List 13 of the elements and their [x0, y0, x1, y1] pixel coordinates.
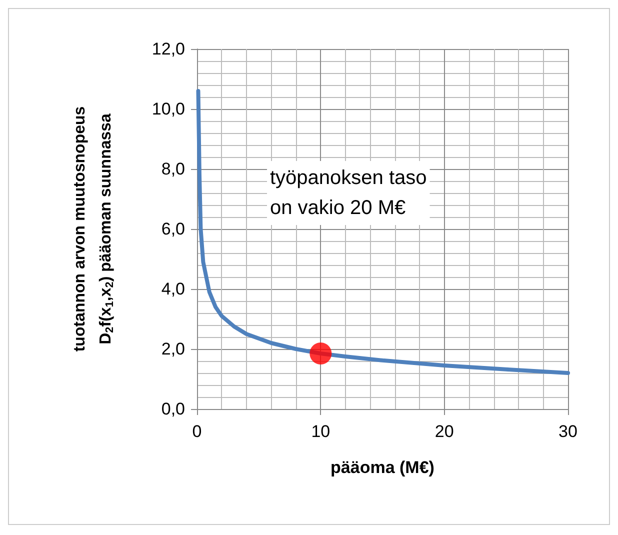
y-tick-label: 6,0: [161, 220, 185, 238]
x-tick-label: 20: [434, 422, 454, 441]
x-axis-title: pääoma (M€): [330, 458, 434, 477]
x-tick-label: 10: [311, 422, 330, 441]
y-tick-label: 10,0: [152, 100, 185, 118]
y-tick-label: 2,0: [161, 340, 185, 358]
y-tick-label: 0,0: [161, 400, 185, 418]
annotation: työpanoksen taso on vakio 20 M€: [270, 167, 427, 219]
x-tick-label: 0: [192, 422, 202, 441]
x-tick-label: 30: [558, 422, 578, 441]
y-tick-label: 4,0: [161, 280, 185, 298]
y-tick-label: 8,0: [161, 160, 185, 178]
y-tick-label: 12,0: [152, 40, 185, 58]
